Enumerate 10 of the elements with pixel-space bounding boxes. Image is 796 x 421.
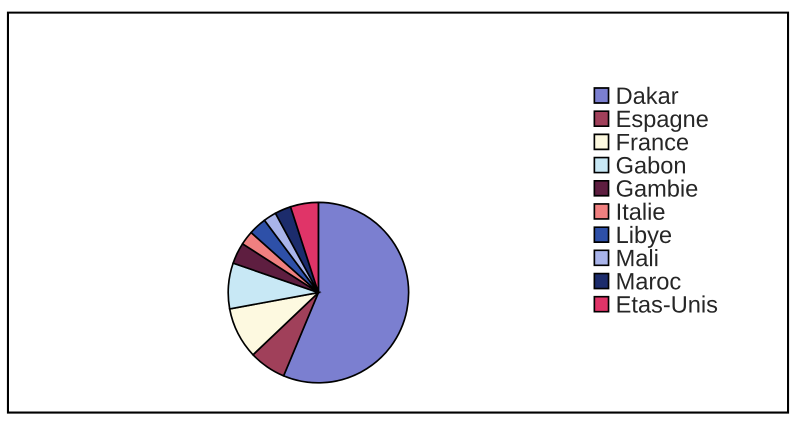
legend-label: Maroc [618,273,681,290]
legend-label: Italie [618,202,664,220]
legend-label: Libye [618,226,672,248]
legend-label: France [618,134,688,150]
legend-label: Espagne [618,110,708,132]
legend-label: Dakar [618,86,678,104]
legend-label: Gambie [616,179,698,197]
legend-label: Etas-Unis [618,295,718,313]
legend-label: Mali [618,249,658,266]
legend-label: Gabon [616,156,685,174]
